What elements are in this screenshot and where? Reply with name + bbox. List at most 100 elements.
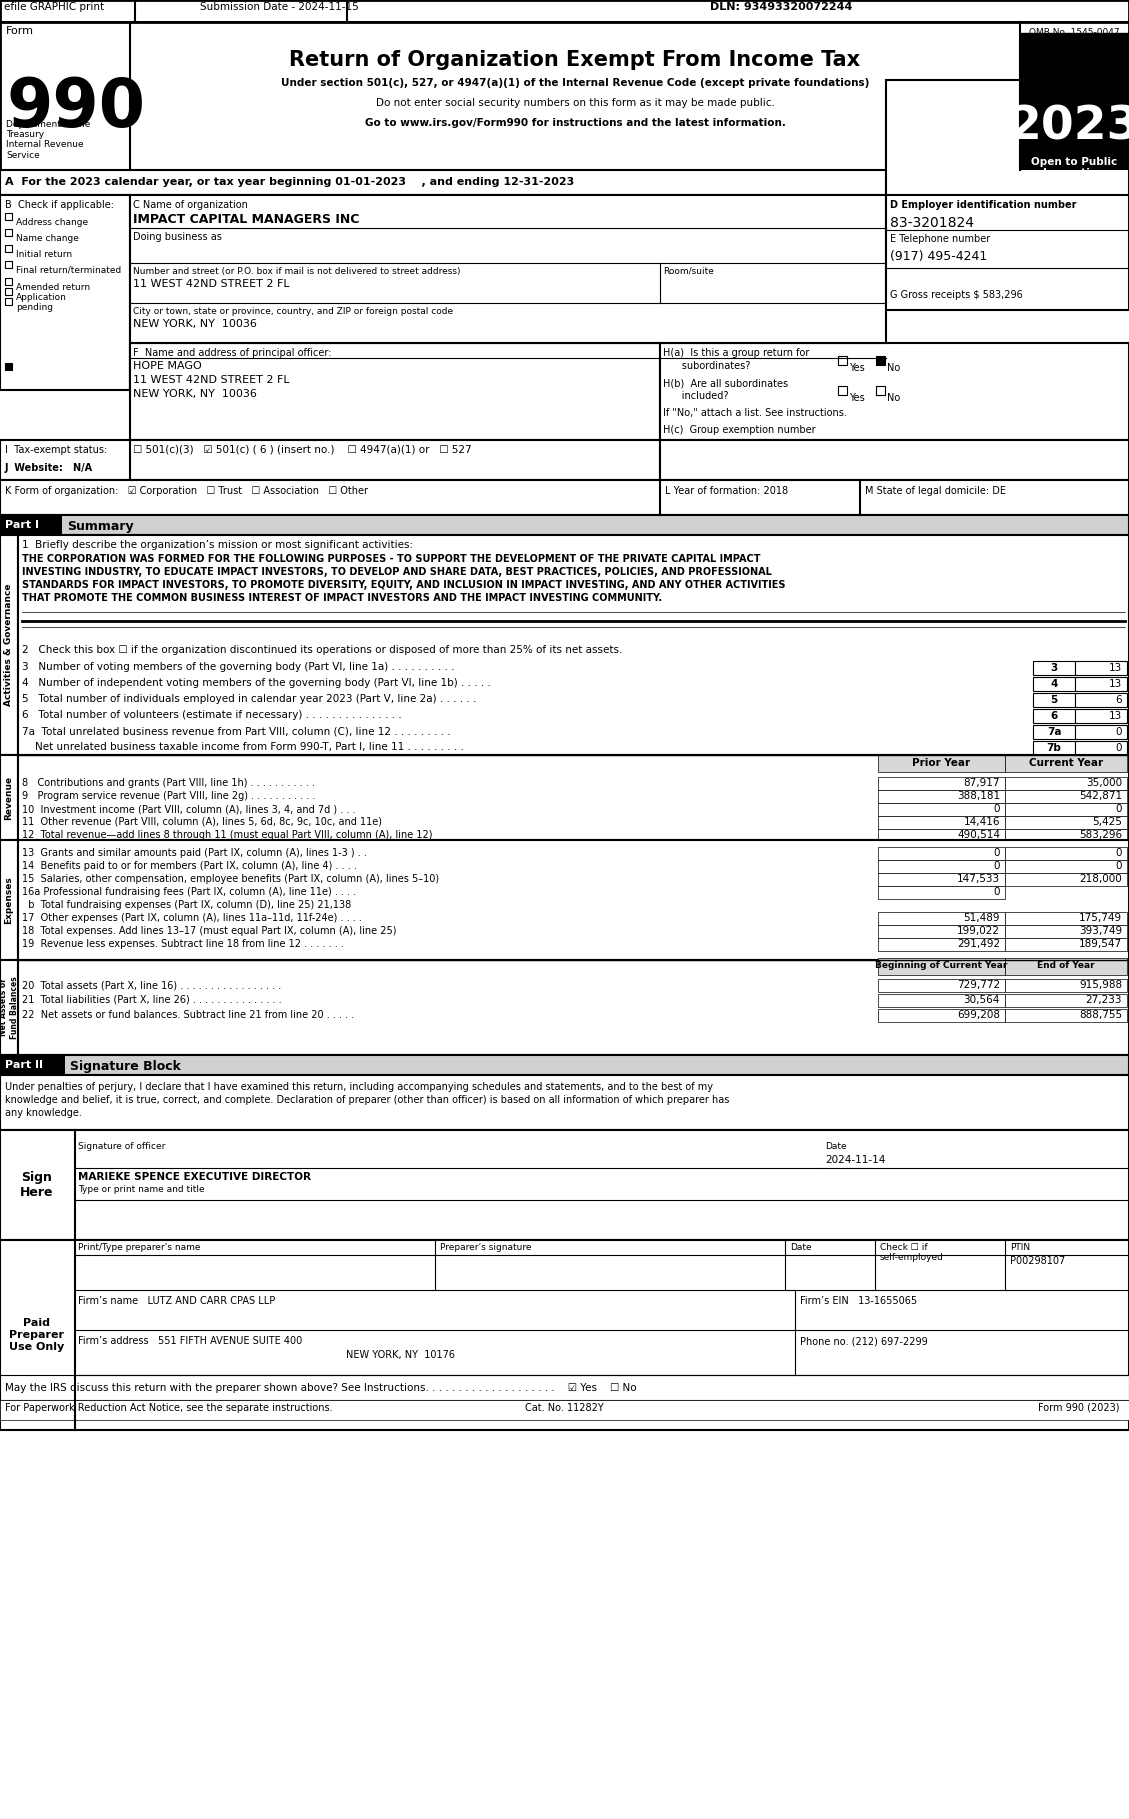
Text: 12  Total revenue—add lines 8 through 11 (must equal Part VIII, column (A), line: 12 Total revenue—add lines 8 through 11 … <box>21 829 432 840</box>
Bar <box>5 298 12 306</box>
Text: 0: 0 <box>1115 848 1122 859</box>
Text: 6   Total number of volunteers (estimate if necessary) . . . . . . . . . . . . .: 6 Total number of volunteers (estimate i… <box>21 709 402 720</box>
Text: Submission Date - 2024-11-15: Submission Date - 2024-11-15 <box>200 2 359 13</box>
Bar <box>1033 660 1075 675</box>
Bar <box>878 755 1005 771</box>
Text: 5: 5 <box>1050 695 1058 706</box>
Bar <box>1033 740 1075 755</box>
Bar <box>18 535 1129 755</box>
Text: 990: 990 <box>6 75 146 142</box>
Text: 6: 6 <box>1115 695 1122 706</box>
Bar <box>878 886 1005 899</box>
Text: 16a Professional fundraising fees (Part IX, column (A), line 11e) . . . .: 16a Professional fundraising fees (Part … <box>21 888 357 897</box>
Text: If "No," attach a list. See instructions.: If "No," attach a list. See instructions… <box>663 407 847 418</box>
Bar <box>0 0 1129 22</box>
Text: 888,755: 888,755 <box>1079 1010 1122 1020</box>
Text: DLN: 93493320072244: DLN: 93493320072244 <box>710 2 852 13</box>
Text: Room/suite: Room/suite <box>663 267 714 276</box>
Text: THAT PROMOTE THE COMMON BUSINESS INTEREST OF IMPACT INVESTORS AND THE IMPACT INV: THAT PROMOTE THE COMMON BUSINESS INTERES… <box>21 593 662 604</box>
Text: Check ☐ if
self-employed: Check ☐ if self-employed <box>879 1242 944 1262</box>
Text: Date: Date <box>790 1242 812 1251</box>
Text: Yes: Yes <box>849 364 865 373</box>
Bar <box>1005 848 1127 860</box>
Text: Beginning of Current Year: Beginning of Current Year <box>875 960 1007 970</box>
Text: I  Tax-exempt status:: I Tax-exempt status: <box>5 446 107 455</box>
Bar <box>18 755 1129 840</box>
Bar <box>878 789 1005 802</box>
Bar <box>838 357 847 366</box>
Text: 18  Total expenses. Add lines 13–17 (must equal Part IX, column (A), line 25): 18 Total expenses. Add lines 13–17 (must… <box>21 926 396 937</box>
Text: Department of the: Department of the <box>6 120 90 129</box>
Text: Firm’s address   551 FIFTH AVENUE SUITE 400: Firm’s address 551 FIFTH AVENUE SUITE 40… <box>78 1335 303 1346</box>
Bar <box>0 535 18 755</box>
Bar <box>130 344 660 440</box>
Bar <box>1005 789 1127 802</box>
Bar <box>1005 979 1127 991</box>
Text: City or town, state or province, country, and ZIP or foreign postal code: City or town, state or province, country… <box>133 307 453 317</box>
Bar <box>130 195 886 389</box>
Text: pending: pending <box>16 304 53 313</box>
Text: NEW YORK, NY  10036: NEW YORK, NY 10036 <box>133 389 257 398</box>
Text: 0: 0 <box>994 888 1000 897</box>
Bar <box>1019 33 1129 122</box>
Bar <box>660 440 1129 480</box>
Bar <box>878 993 1005 1008</box>
Text: Doing business as: Doing business as <box>133 233 222 242</box>
Text: 915,988: 915,988 <box>1079 980 1122 990</box>
Bar <box>886 80 1129 195</box>
Text: 10  Investment income (Part VIII, column (A), lines 3, 4, and 7d ) . . .: 10 Investment income (Part VIII, column … <box>21 804 356 813</box>
Text: 291,492: 291,492 <box>957 939 1000 950</box>
Text: 22  Net assets or fund balances. Subtract line 21 from line 20 . . . . .: 22 Net assets or fund balances. Subtract… <box>21 1010 355 1020</box>
Bar <box>0 960 18 1055</box>
Text: Application: Application <box>16 293 67 302</box>
Text: efile GRAPHIC print: efile GRAPHIC print <box>5 2 104 13</box>
Bar <box>0 755 18 840</box>
Bar <box>878 802 1005 817</box>
Bar <box>1075 677 1127 691</box>
Text: 189,547: 189,547 <box>1079 939 1122 950</box>
Bar <box>1019 122 1129 169</box>
Bar <box>1075 726 1127 739</box>
Text: 0: 0 <box>994 860 1000 871</box>
Text: End of Year: End of Year <box>1038 960 1095 970</box>
Bar <box>1005 993 1127 1008</box>
Text: 699,208: 699,208 <box>957 1010 1000 1020</box>
Text: 19  Revenue less expenses. Subtract line 18 from line 12 . . . . . . .: 19 Revenue less expenses. Subtract line … <box>21 939 344 950</box>
Text: HOPE MAGO: HOPE MAGO <box>133 360 202 371</box>
Text: Revenue: Revenue <box>5 775 14 820</box>
Text: 4: 4 <box>1050 678 1058 689</box>
Text: 6: 6 <box>1050 711 1058 720</box>
Text: Preparer’s signature: Preparer’s signature <box>440 1242 532 1251</box>
Text: Form: Form <box>6 25 34 36</box>
Bar <box>1005 926 1127 939</box>
Text: 2   Check this box ☐ if the organization discontinued its operations or disposed: 2 Check this box ☐ if the organization d… <box>21 646 622 655</box>
Text: Name change: Name change <box>16 235 79 244</box>
Text: Firm’s name   LUTZ AND CARR CPAS LLP: Firm’s name LUTZ AND CARR CPAS LLP <box>78 1295 275 1306</box>
Bar <box>18 840 1129 960</box>
Text: 729,772: 729,772 <box>957 980 1000 990</box>
Text: subordinates?: subordinates? <box>663 360 751 371</box>
Text: Form 990 (2023): Form 990 (2023) <box>1039 1402 1120 1413</box>
Bar <box>1005 755 1127 771</box>
Bar <box>878 860 1005 873</box>
Text: Service: Service <box>6 151 40 160</box>
Text: For Paperwork Reduction Act Notice, see the separate instructions.: For Paperwork Reduction Act Notice, see … <box>5 1402 333 1413</box>
Bar <box>1005 873 1127 886</box>
Text: Cat. No. 11282Y: Cat. No. 11282Y <box>525 1402 603 1413</box>
Text: J  Website:   N/A: J Website: N/A <box>5 464 93 473</box>
Text: 0: 0 <box>994 804 1000 813</box>
Bar <box>1005 802 1127 817</box>
Text: 11 WEST 42ND STREET 2 FL: 11 WEST 42ND STREET 2 FL <box>133 278 290 289</box>
Text: 27,233: 27,233 <box>1085 995 1122 1006</box>
Text: 1  Briefly describe the organization’s mission or most significant activities:: 1 Briefly describe the organization’s mi… <box>21 540 413 549</box>
Bar <box>1075 740 1127 755</box>
Bar <box>876 357 885 366</box>
Text: C Name of organization: C Name of organization <box>133 200 248 209</box>
Text: 9   Program service revenue (Part VIII, line 2g) . . . . . . . . . . .: 9 Program service revenue (Part VIII, li… <box>21 791 315 800</box>
Text: NEW YORK, NY  10176: NEW YORK, NY 10176 <box>345 1350 455 1361</box>
Text: H(a)  Is this a group return for: H(a) Is this a group return for <box>663 347 809 358</box>
Text: Yes: Yes <box>849 393 865 404</box>
Text: 14  Benefits paid to or for members (Part IX, column (A), line 4) . . . .: 14 Benefits paid to or for members (Part… <box>21 860 357 871</box>
Text: 7a  Total unrelated business revenue from Part VIII, column (C), line 12 . . . .: 7a Total unrelated business revenue from… <box>21 726 450 737</box>
Text: Address change: Address change <box>16 218 88 227</box>
